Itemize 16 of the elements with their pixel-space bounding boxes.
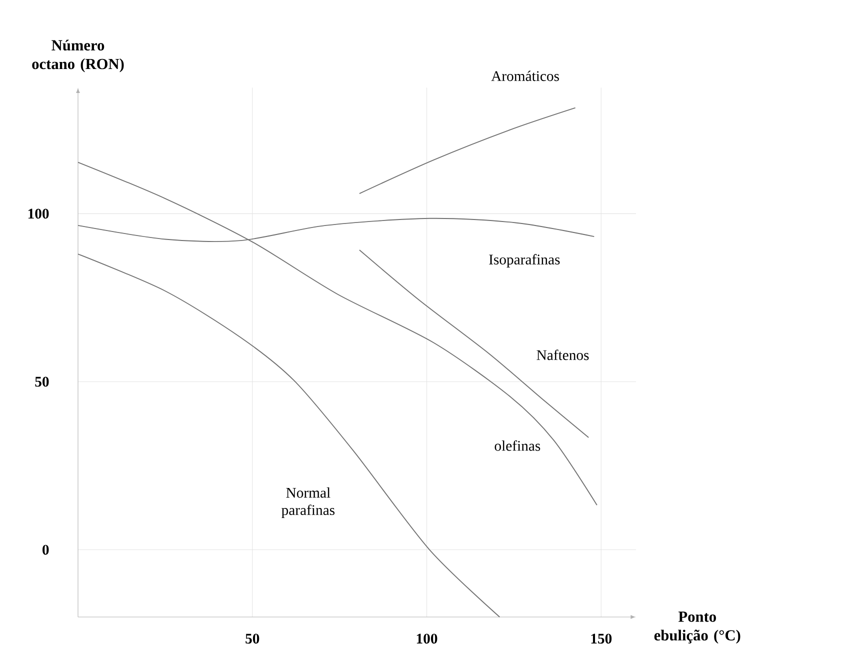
line-series (358, 250, 590, 438)
text: Aromáticos (491, 70, 559, 82)
series-label: Isoparafinas (489, 254, 560, 268)
y-tick-label: 100 (28, 208, 49, 219)
x-tick-label: 50 (246, 634, 260, 644)
text: Normal parafinas (282, 487, 335, 518)
x-tick-label: 100 (416, 634, 438, 644)
y-tick-label: 0 (42, 544, 49, 555)
x-tick-label: 150 (591, 634, 612, 644)
y-tick-label: 50 (35, 376, 49, 387)
line-series (78, 162, 598, 506)
series-label: olefinas (494, 440, 540, 451)
x-axis-title: Ponto ebulição (°C) (654, 612, 740, 644)
line-series (358, 107, 576, 194)
series-label: Naftenos (536, 350, 589, 360)
y-axis-title: Número octano (RON) (32, 40, 124, 72)
